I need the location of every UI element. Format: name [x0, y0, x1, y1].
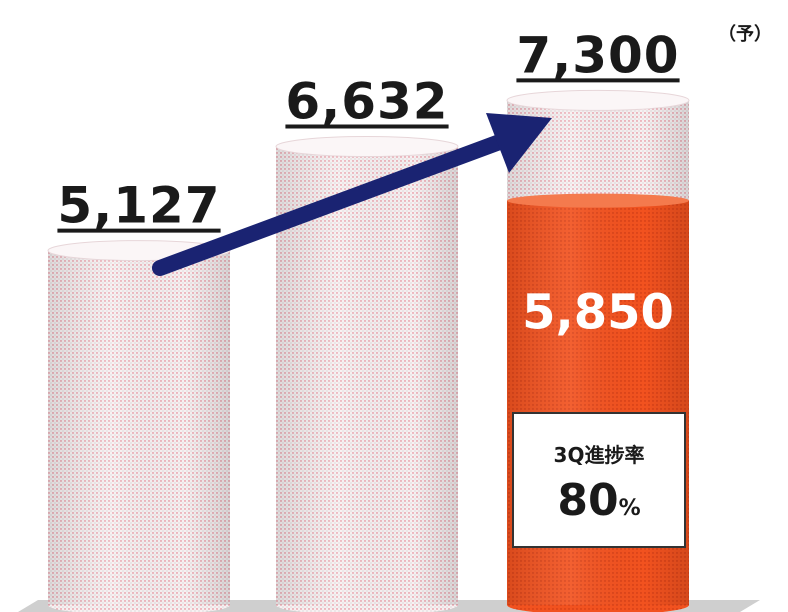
progress-value-line: 80% [557, 475, 640, 526]
progress-box: 3Q進捗率 80% [512, 412, 686, 548]
actual-to-date-label: 5,850 [522, 285, 674, 341]
growth-arrow [152, 113, 552, 276]
bar-1 [47, 240, 231, 612]
bar-value-label-3: 7,300 [516, 26, 679, 84]
forecast-mark: （予） [718, 24, 772, 45]
bar-2 [275, 136, 459, 612]
progress-title: 3Q進捗率 [554, 443, 645, 467]
actual-to-date-segment [507, 193, 689, 612]
bar-value-label-1: 5,127 [57, 177, 220, 235]
bar-value-label-2: 6,632 [285, 73, 448, 131]
progress-value: 80 [557, 475, 618, 526]
progress-unit: % [619, 496, 641, 521]
